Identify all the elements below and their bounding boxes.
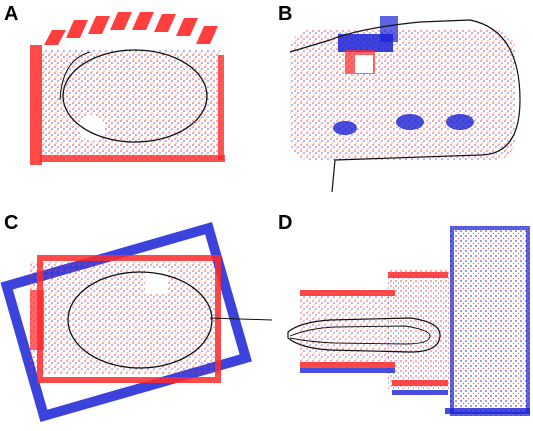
panel-a-hole (79, 115, 105, 141)
panel-label-c: C (4, 212, 19, 234)
panel-b-white-spot (355, 55, 373, 73)
panel-b-blue-top-2 (380, 16, 398, 42)
panel-d-blue-walls (300, 368, 530, 414)
panel-b-cloud (290, 30, 515, 160)
panel-label-d: D (278, 212, 293, 234)
panel-b-blue-arcs (333, 114, 474, 135)
panel-d-map (287, 226, 530, 416)
panel-a-trajectory (62, 49, 208, 143)
panel-c-cloud (30, 262, 220, 374)
panel-a-wall-right (218, 55, 224, 160)
panel-c-trajectory (67, 271, 213, 369)
panel-a-trajectory-tail (59, 51, 91, 101)
panel-label-a: A (4, 3, 19, 25)
panel-b-trajectory (289, 19, 521, 193)
panel-c-map (0, 222, 273, 423)
panel-d-trajectory (287, 317, 441, 353)
panel-d-trajectory-2 (289, 325, 431, 345)
panel-a-map (30, 12, 225, 165)
panel-c-trajectory-exit (209, 317, 273, 321)
panel-d-mid-cloud (388, 270, 452, 390)
panel-d-left-cloud (300, 295, 390, 365)
panel-a-wall-bottom (40, 155, 225, 162)
panel-a-wall-left (30, 45, 42, 165)
panel-b-map (289, 16, 521, 193)
panel-d-red-walls (300, 272, 448, 386)
panel-a-cloud (40, 50, 220, 162)
panel-d-right-cloud (450, 226, 530, 416)
panel-c-red-left (30, 290, 44, 350)
panel-a-hatch (44, 12, 218, 45)
panel-label-b: B (278, 3, 293, 25)
panel-b-blue-top (338, 34, 393, 52)
